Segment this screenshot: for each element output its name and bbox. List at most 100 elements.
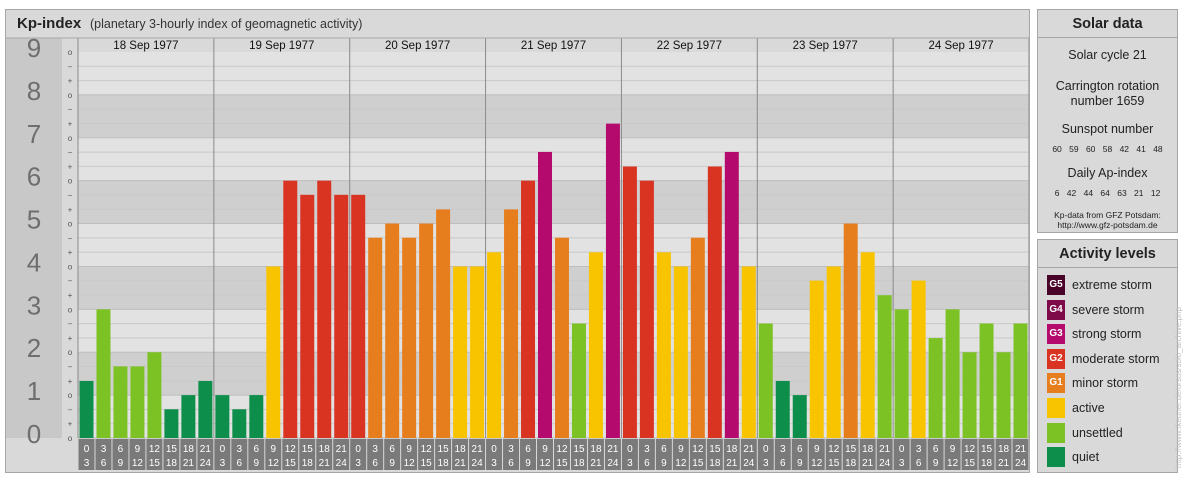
x-tick-label-start: 18 bbox=[455, 444, 467, 455]
x-tick-label-end: 9 bbox=[797, 458, 803, 469]
x-tick-label-end: 9 bbox=[118, 458, 124, 469]
x-tick-label-start: 6 bbox=[797, 444, 803, 455]
x-tick-label-end: 3 bbox=[491, 458, 497, 469]
kp-band bbox=[78, 52, 1029, 95]
x-tick-box bbox=[214, 439, 231, 470]
kp-bar bbox=[588, 252, 603, 438]
x-tick-label-start: 3 bbox=[237, 444, 243, 455]
x-tick-label-start: 0 bbox=[627, 444, 633, 455]
x-tick-box bbox=[95, 439, 112, 470]
legend-label: moderate storm bbox=[1072, 351, 1160, 366]
day-label: 20 Sep 1977 bbox=[385, 40, 450, 52]
x-tick-label-start: 12 bbox=[556, 444, 568, 455]
x-tick-label-end: 21 bbox=[455, 458, 467, 469]
x-tick-label-end: 15 bbox=[692, 458, 704, 469]
x-tick-label-end: 12 bbox=[268, 458, 280, 469]
y-tick-label: 4 bbox=[27, 247, 41, 277]
x-tick-label-start: 9 bbox=[406, 444, 412, 455]
x-tick-label-end: 21 bbox=[998, 458, 1010, 469]
kp-bar bbox=[300, 194, 315, 438]
x-tick-label-start: 0 bbox=[763, 444, 769, 455]
y-minor-label: o bbox=[68, 348, 73, 357]
kp-bar bbox=[775, 380, 790, 438]
kp-bar bbox=[266, 266, 281, 438]
y-tick-label: 2 bbox=[27, 333, 41, 363]
y-minor-label: − bbox=[68, 105, 73, 114]
data-credit: Kp-data from GFZ Potsdam: http://www.gfz… bbox=[1038, 210, 1177, 230]
x-tick-box bbox=[486, 439, 503, 470]
y-minor-label: o bbox=[68, 262, 73, 271]
x-tick-box bbox=[112, 439, 129, 470]
x-tick-label-end: 24 bbox=[607, 458, 619, 469]
x-tick-label-end: 3 bbox=[84, 458, 90, 469]
y-minor-label: + bbox=[68, 248, 73, 257]
x-tick-box bbox=[978, 439, 995, 470]
x-tick-label-end: 9 bbox=[933, 458, 939, 469]
x-tick-label-start: 15 bbox=[166, 444, 178, 455]
x-tick-box bbox=[859, 439, 876, 470]
x-tick-box bbox=[418, 439, 435, 470]
kp-bar bbox=[945, 309, 960, 438]
x-tick-label-start: 0 bbox=[84, 444, 90, 455]
kp-bar bbox=[656, 252, 671, 438]
kp-band bbox=[78, 223, 1029, 267]
y-minor-label: + bbox=[68, 420, 73, 429]
kp-chart-panel: Kp-index (planetary 3-hourly index of ge… bbox=[5, 9, 1030, 473]
kp-bar bbox=[724, 151, 739, 439]
legend-swatch: G4 bbox=[1047, 299, 1065, 320]
x-tick-label-end: 6 bbox=[780, 458, 786, 469]
x-tick-label-start: 0 bbox=[491, 444, 497, 455]
y-minor-label: + bbox=[68, 77, 73, 86]
x-tick-box bbox=[435, 439, 452, 470]
x-tick-box bbox=[621, 439, 638, 470]
day-label: 22 Sep 1977 bbox=[657, 40, 722, 52]
x-tick-label-end: 9 bbox=[389, 458, 395, 469]
x-tick-label-start: 21 bbox=[200, 444, 212, 455]
x-tick-label-end: 24 bbox=[1015, 458, 1027, 469]
kp-bar bbox=[555, 237, 569, 438]
x-tick-label-start: 9 bbox=[135, 444, 141, 455]
kp-bar bbox=[571, 323, 586, 438]
x-tick-label-start: 15 bbox=[709, 444, 721, 455]
y-minor-label: + bbox=[68, 291, 73, 300]
kp-bar bbox=[504, 209, 519, 438]
x-tick-box bbox=[927, 439, 944, 470]
x-tick-label-start: 6 bbox=[254, 444, 260, 455]
legend-item: G1 minor storm bbox=[1047, 373, 1177, 394]
x-tick-box bbox=[587, 439, 604, 470]
x-tick-label-start: 12 bbox=[828, 444, 840, 455]
sunspot-values: 60 59 60 58 42 41 48 bbox=[1052, 144, 1163, 154]
x-tick-box bbox=[248, 439, 265, 470]
x-tick-label-end: 21 bbox=[862, 458, 874, 469]
kp-bar bbox=[317, 180, 332, 438]
y-minor-label: − bbox=[68, 62, 73, 71]
x-tick-box bbox=[554, 439, 570, 470]
y-minor-label: − bbox=[68, 405, 73, 414]
solar-data-title: Solar data bbox=[1038, 10, 1177, 38]
y-minor-label: − bbox=[68, 191, 73, 200]
kp-bar bbox=[792, 395, 807, 438]
x-tick-box bbox=[604, 439, 621, 470]
x-tick-box bbox=[570, 439, 587, 470]
legend-item: G3 strong storm bbox=[1047, 324, 1177, 345]
credit-line-2[interactable]: http://www.gfz-potsdam.de bbox=[1057, 220, 1158, 230]
x-tick-label-end: 24 bbox=[879, 458, 891, 469]
activity-levels-title: Activity levels bbox=[1038, 240, 1177, 268]
x-tick-label-start: 3 bbox=[780, 444, 786, 455]
x-tick-label-start: 15 bbox=[845, 444, 857, 455]
x-tick-label-start: 9 bbox=[271, 444, 277, 455]
legend-label: strong storm bbox=[1072, 327, 1142, 342]
y-minor-label: − bbox=[68, 234, 73, 243]
kp-bar bbox=[368, 237, 383, 438]
ap-index-values: 6 42 44 64 63 21 12 bbox=[1054, 188, 1161, 198]
kp-bar bbox=[911, 280, 926, 438]
kp-bar bbox=[470, 266, 485, 438]
y-minor-label: + bbox=[68, 119, 73, 128]
day-label: 24 Sep 1977 bbox=[928, 40, 993, 52]
x-tick-label-end: 24 bbox=[472, 458, 484, 469]
carrington-number: number 1659 bbox=[1070, 94, 1145, 108]
x-tick-box bbox=[367, 439, 384, 470]
x-tick-label-start: 9 bbox=[950, 444, 956, 455]
y-minor-label: − bbox=[68, 363, 73, 372]
carrington-label: Carrington rotation bbox=[1055, 79, 1160, 93]
